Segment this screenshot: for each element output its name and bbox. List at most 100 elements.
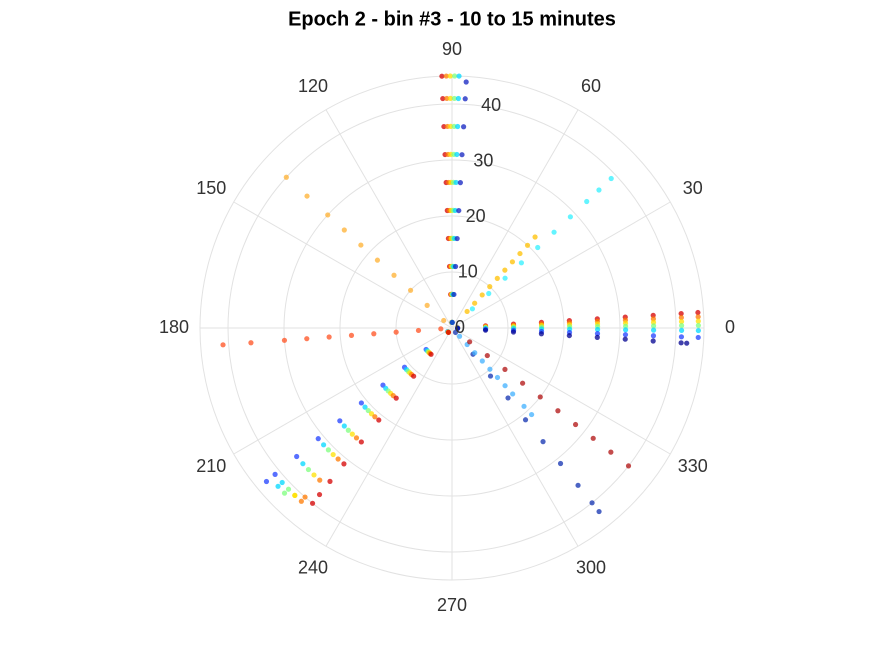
point <box>376 417 382 423</box>
point <box>415 327 422 334</box>
theta-tick-label: 240 <box>298 558 328 578</box>
point <box>302 494 308 500</box>
point <box>502 275 508 281</box>
point <box>456 73 462 79</box>
point <box>532 234 538 240</box>
point <box>309 500 316 506</box>
grid-spoke <box>325 109 453 329</box>
point <box>622 336 628 342</box>
point <box>272 471 278 477</box>
point <box>487 373 494 379</box>
point <box>345 427 351 433</box>
point <box>502 366 508 372</box>
point <box>453 179 459 186</box>
point <box>327 478 333 484</box>
point <box>502 383 508 389</box>
theta-tick-label: 270 <box>437 595 467 615</box>
point <box>444 95 450 102</box>
point <box>678 318 685 325</box>
point <box>305 466 312 473</box>
point <box>285 486 292 492</box>
point <box>684 340 690 346</box>
point <box>391 272 397 278</box>
r-tick-label: 20 <box>466 206 486 226</box>
point <box>510 391 516 397</box>
point <box>459 152 465 158</box>
point <box>625 463 632 469</box>
point <box>315 436 321 442</box>
point <box>371 331 377 337</box>
point <box>372 414 378 420</box>
point <box>439 73 445 79</box>
point <box>594 330 601 337</box>
point <box>454 235 460 242</box>
grid-spoke <box>233 201 453 329</box>
point <box>362 404 368 410</box>
point <box>678 334 685 340</box>
point <box>353 435 360 441</box>
point <box>584 198 590 205</box>
point <box>678 322 685 329</box>
point <box>300 461 306 467</box>
r-tick-label: 30 <box>473 150 493 170</box>
point <box>650 338 656 344</box>
point <box>567 214 573 220</box>
point <box>557 460 564 467</box>
point <box>650 333 657 339</box>
point <box>304 193 310 199</box>
point <box>294 453 300 460</box>
point <box>341 227 347 233</box>
point <box>510 329 517 335</box>
point <box>608 175 614 182</box>
point <box>368 411 375 417</box>
point <box>509 259 516 265</box>
point <box>456 333 463 339</box>
point <box>461 124 467 130</box>
point <box>494 275 500 281</box>
point <box>337 418 343 424</box>
theta-tick-label: 30 <box>683 178 703 198</box>
point <box>411 373 417 379</box>
point <box>275 483 281 489</box>
point <box>486 290 492 297</box>
point <box>358 242 364 248</box>
theta-tick-label: 60 <box>581 76 601 96</box>
point <box>220 342 226 348</box>
point <box>524 242 531 248</box>
point <box>472 350 478 356</box>
point <box>456 207 462 214</box>
point <box>341 461 347 467</box>
r-tick-label: 40 <box>481 95 501 115</box>
point <box>521 403 527 409</box>
point <box>678 327 685 334</box>
point <box>263 478 270 485</box>
point <box>393 329 399 335</box>
theta-tick-label: 300 <box>576 558 606 578</box>
point <box>535 244 541 251</box>
point <box>555 408 561 414</box>
point <box>365 407 371 414</box>
point <box>304 336 310 342</box>
point <box>594 334 600 340</box>
point <box>487 366 493 372</box>
point <box>487 284 493 290</box>
point <box>445 329 452 335</box>
theta-tick-label: 330 <box>678 456 708 476</box>
point <box>325 212 331 218</box>
point <box>695 309 701 316</box>
point <box>451 95 458 102</box>
point <box>358 400 364 406</box>
point <box>695 327 701 334</box>
point <box>248 340 254 346</box>
point <box>482 327 489 333</box>
point <box>622 323 629 329</box>
point <box>572 421 579 428</box>
point <box>494 374 501 381</box>
point <box>622 327 629 333</box>
point <box>695 334 701 341</box>
point <box>469 306 476 312</box>
point <box>298 498 304 504</box>
point <box>678 310 684 317</box>
point <box>650 323 657 329</box>
